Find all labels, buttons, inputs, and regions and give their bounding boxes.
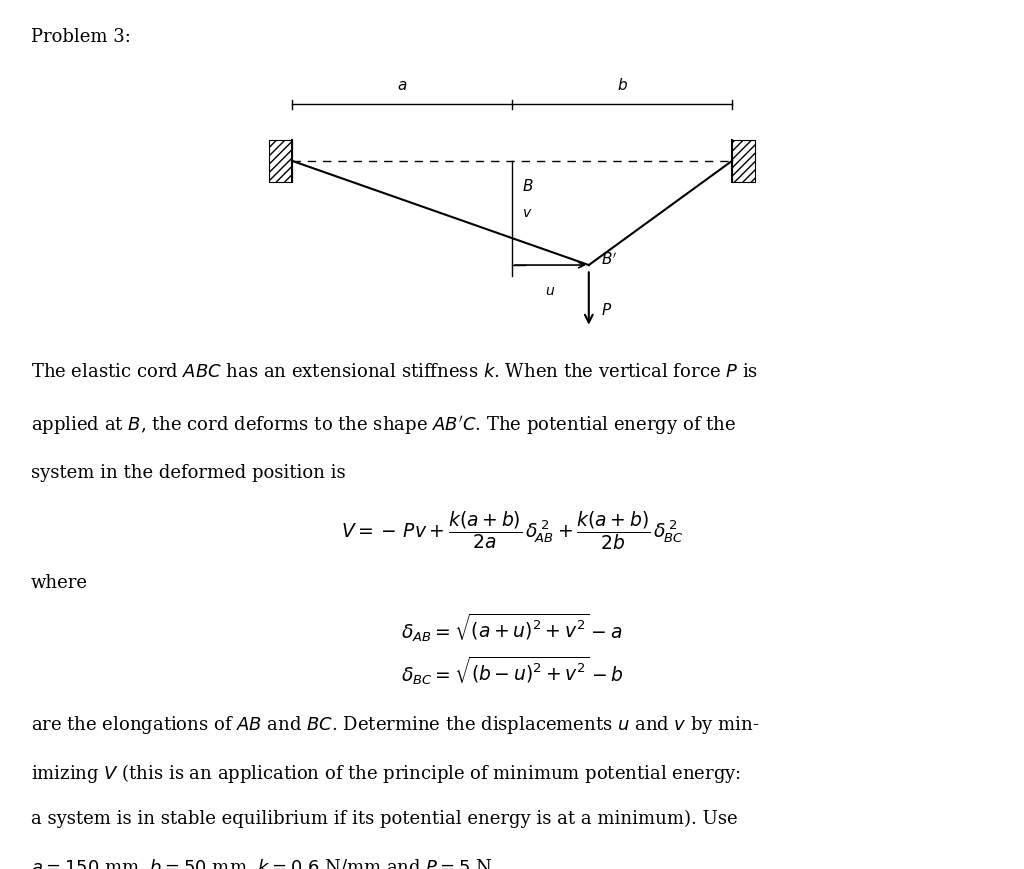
Text: $P$: $P$ — [601, 302, 612, 318]
Text: $B$: $B$ — [522, 178, 534, 194]
Text: Problem 3:: Problem 3: — [31, 28, 131, 46]
Text: $b$: $b$ — [616, 77, 628, 93]
Text: $a = 150$ mm, $b = 50$ mm, $k = 0.6$ N/mm and $P = 5$ N.: $a = 150$ mm, $b = 50$ mm, $k = 0.6$ N/m… — [31, 858, 498, 869]
Text: The elastic cord $ABC$ has an extensional stiffness $k$. When the vertical force: The elastic cord $ABC$ has an extensiona… — [31, 363, 758, 381]
Bar — [269, 140, 292, 182]
Text: $\delta_{AB} = \sqrt{(a+u)^2 + v^2} - a$: $\delta_{AB} = \sqrt{(a+u)^2 + v^2} - a$ — [401, 611, 623, 644]
Text: $u$: $u$ — [546, 284, 555, 298]
Text: $a$: $a$ — [396, 79, 408, 93]
Text: imizing $V$ (this is an application of the principle of minimum potential energy: imizing $V$ (this is an application of t… — [31, 762, 740, 785]
Text: $\delta_{BC} = \sqrt{(b-u)^2 + v^2} - b$: $\delta_{BC} = \sqrt{(b-u)^2 + v^2} - b$ — [400, 654, 624, 687]
Bar — [732, 140, 755, 182]
Text: a system is in stable equilibrium if its potential energy is at a minimum). Use: a system is in stable equilibrium if its… — [31, 810, 737, 828]
Text: $v$: $v$ — [522, 206, 532, 220]
Text: are the elongations of $AB$ and $BC$. Determine the displacements $u$ and $v$ by: are the elongations of $AB$ and $BC$. De… — [31, 714, 759, 736]
Text: $V = -\,Pv + \dfrac{k(a+b)}{2a}\,\delta_{\!AB}^{\,2} + \dfrac{k(a+b)}{2b}\,\delt: $V = -\,Pv + \dfrac{k(a+b)}{2a}\,\delta_… — [341, 508, 683, 552]
Text: applied at $B$, the cord deforms to the shape $AB'C$. The potential energy of th: applied at $B$, the cord deforms to the … — [31, 414, 735, 436]
Text: where: where — [31, 574, 88, 592]
Text: $B'$: $B'$ — [601, 251, 617, 269]
Text: system in the deformed position is: system in the deformed position is — [31, 464, 345, 482]
